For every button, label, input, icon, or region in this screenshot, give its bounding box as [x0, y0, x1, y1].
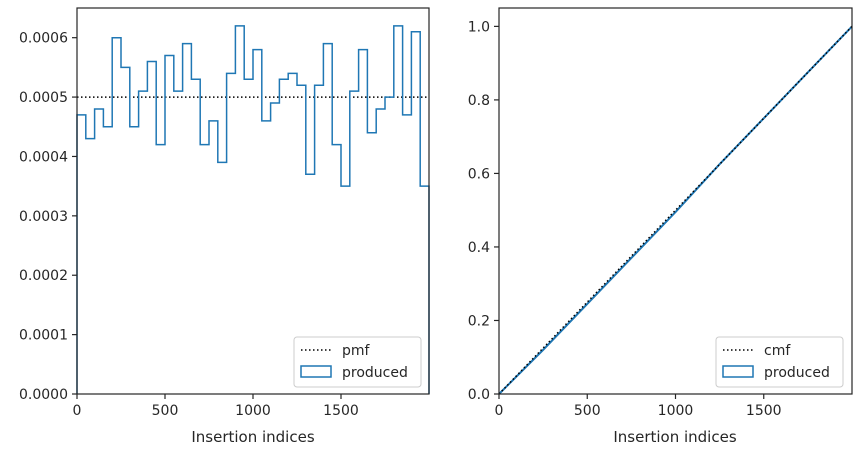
- pmf-y-tick-label: 0.0006: [19, 31, 68, 47]
- cmf-x-tick-label: 1500: [746, 403, 782, 419]
- cmf-axes-frame: [498, 7, 853, 395]
- pmf-y-tick-label: 0.0004: [19, 149, 68, 165]
- pmf-x-axis-label: Insertion indices: [191, 428, 314, 446]
- pmf-y-tick-label: 0.0002: [19, 268, 68, 284]
- pmf-legend-produced-swatch: [300, 365, 332, 378]
- cmf-legend-produced-swatch: [722, 365, 754, 378]
- cmf-legend-produced-label: produced: [764, 365, 830, 381]
- cmf-line: [498, 25, 853, 395]
- cmf-y-tick-label: 0.4: [468, 240, 490, 256]
- pmf-y-tick-label: 0.0001: [19, 328, 68, 344]
- cmf-legend: cmf produced: [715, 336, 844, 388]
- pmf-panel: 0 500 1000 1500 0.0000 0.0001 0.0002 0.0003 0.0…: [19, 7, 430, 446]
- cmf-panel: 0 500 1000 1500 0.0 0.2 0.4 0.6 0.8 1.0 Insertio…: [468, 7, 853, 446]
- cmf-x-axis-label: Insertion indices: [613, 428, 736, 446]
- pmf-y-tick-label: 0.0003: [19, 209, 68, 225]
- pmf-legend-pmf-label: pmf: [342, 343, 371, 359]
- cmf-legend-cmf-label: cmf: [764, 343, 791, 359]
- cmf-y-tick-label: 0.0: [468, 387, 490, 403]
- produced-histogram-step: [76, 25, 430, 394]
- pmf-y-tick-label: 0.0000: [19, 387, 68, 403]
- pmf-legend: pmf produced: [293, 336, 422, 388]
- pmf-y-tick-label: 0.0005: [19, 90, 68, 106]
- pmf-x-tick-label: 1500: [323, 403, 359, 419]
- pmf-legend-produced-label: produced: [342, 365, 408, 381]
- pmf-x-tick-label: 500: [152, 403, 179, 419]
- pmf-x-tick-label: 0: [73, 403, 82, 419]
- pmf-x-tick-label: 1000: [235, 403, 271, 419]
- cmf-y-tick-label: 0.8: [468, 93, 490, 109]
- cmf-y-tick-label: 0.2: [468, 313, 490, 329]
- cmf-x-tick-label: 500: [574, 403, 601, 419]
- cmf-x-tick-label: 1000: [658, 403, 694, 419]
- cmf-y-tick-label: 1.0: [468, 19, 490, 35]
- cmf-y-tick-label: 0.6: [468, 166, 490, 182]
- cmf-x-tick-label: 0: [495, 403, 504, 419]
